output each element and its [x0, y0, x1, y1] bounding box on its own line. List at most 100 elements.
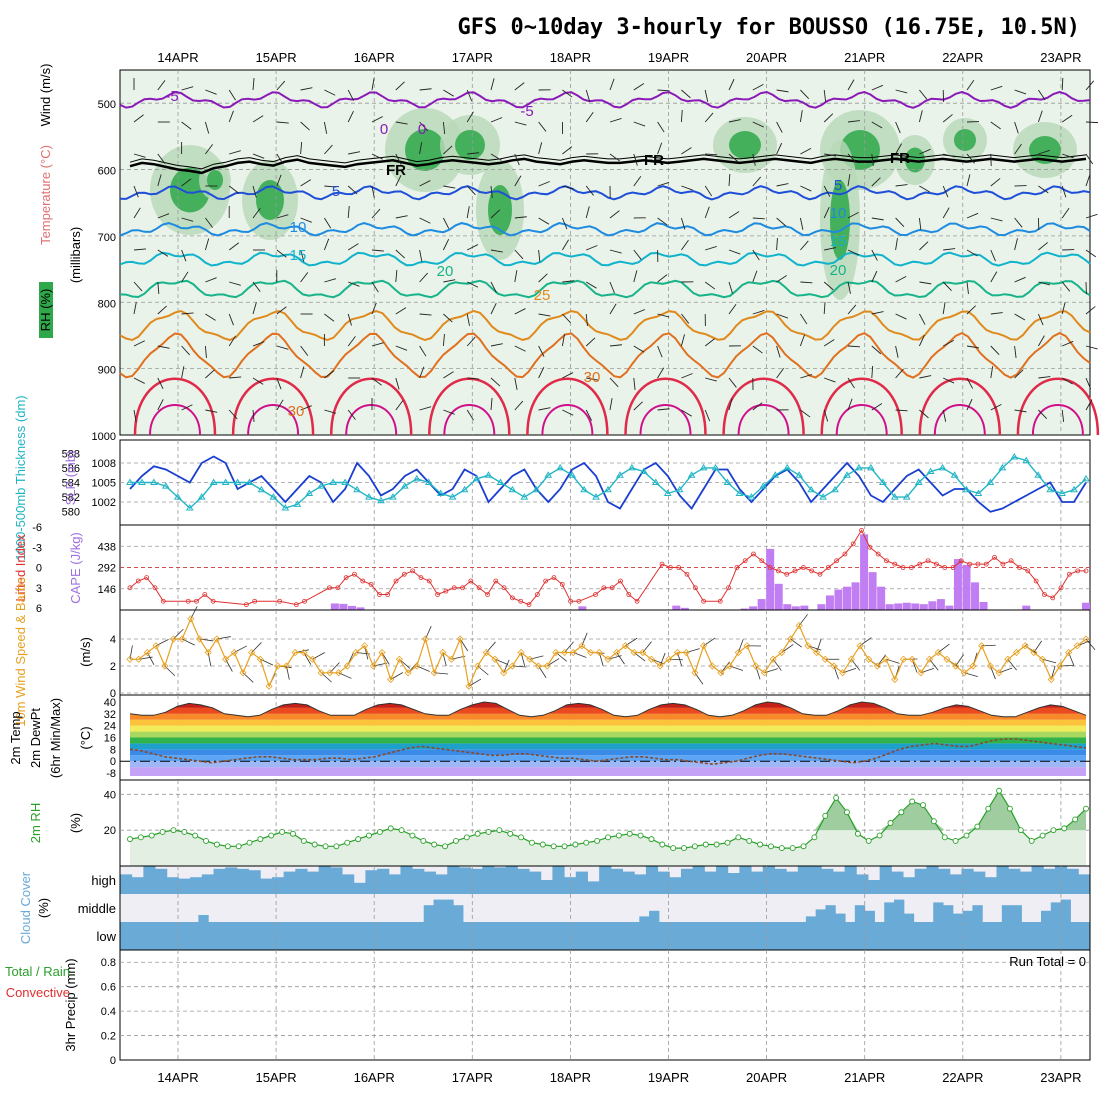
wind-tick-label: 0 [110, 688, 116, 700]
lifted-index-point [925, 558, 931, 564]
wind-barb [657, 182, 670, 187]
isotherm-40 [247, 404, 300, 436]
lifted-index-point [485, 592, 490, 597]
wind-barb [395, 175, 402, 187]
wind-barb [300, 366, 305, 379]
wind-speed-point [187, 615, 195, 623]
cape-bar [774, 583, 783, 610]
isotherm-35 [624, 377, 707, 436]
cloud-middle-block [972, 905, 983, 922]
thickness-point [197, 493, 206, 500]
rh-point [572, 841, 579, 848]
temp-tick-label: 32 [104, 709, 116, 721]
cloud-low-block [741, 922, 753, 950]
wind-speed-point [943, 655, 951, 663]
wind-barb [133, 248, 146, 251]
thickness-point [1022, 456, 1031, 464]
wind-barb [800, 89, 810, 99]
cloud-low-block [501, 922, 513, 950]
wind-barb [609, 398, 613, 411]
wind-barb [514, 216, 527, 219]
wind-barb [395, 153, 402, 165]
cloud-high-block [926, 866, 939, 894]
wind-barb [1038, 281, 1051, 286]
wind-barb [419, 345, 427, 357]
cloud-high-block [552, 866, 565, 894]
cloud-low-block [850, 922, 862, 950]
wind-barb [990, 178, 1001, 187]
wind-barb [966, 305, 976, 315]
wind-barb [466, 206, 470, 219]
wind-barb [133, 281, 143, 292]
thickness-point [998, 463, 1007, 471]
wind-barb [205, 369, 215, 379]
wind-barb [419, 313, 432, 316]
precip-panel: 0 0.2 0.4 0.6 0.8 Run Total = 0 [101, 949, 1091, 1067]
side-axis-label: (millibars) [68, 227, 83, 283]
wind-barb [371, 185, 375, 198]
thickness-point [126, 478, 134, 485]
slp-tick-label: 1005 [92, 478, 116, 490]
wind-barb [347, 409, 356, 420]
lifted-index-point [468, 578, 474, 584]
wind-barb [324, 278, 337, 283]
cloud-middle-block [443, 899, 454, 922]
cloud-high-block [1019, 871, 1033, 894]
wind-barb [466, 313, 470, 326]
thickness-point [580, 485, 588, 493]
cloud-high-block [155, 868, 168, 894]
cloud-middle-block [835, 913, 846, 922]
wind-barb [347, 89, 355, 101]
wind-barb [371, 249, 384, 252]
wind-barb [204, 238, 210, 251]
wind-barb [347, 111, 354, 123]
lifted-index-point [144, 575, 150, 581]
rh-point [431, 841, 438, 848]
wind-barb [514, 345, 526, 352]
side-axis-label: CAPE (J/kg) [68, 532, 83, 604]
cloud-high-block [529, 871, 542, 894]
wind-speed-point [830, 662, 838, 670]
cloud-high-block [751, 871, 764, 894]
side-axis-label: (6hr Min/Max) [48, 698, 63, 778]
lifted-index-point [460, 585, 465, 591]
wind-barb [942, 281, 952, 291]
rh-point [561, 843, 568, 850]
lifted-index-point [892, 561, 898, 567]
wind-barb [728, 249, 741, 255]
lifted-index-point [576, 598, 582, 604]
wind-barb [681, 409, 692, 417]
cloud-low-block [763, 922, 775, 950]
wind-barb [847, 211, 859, 219]
temp-tick-label: -8 [106, 768, 116, 780]
cloud-middle-block [433, 899, 444, 922]
contour-label: 0 [418, 121, 426, 138]
bottom-date-label: 14APR [157, 1070, 198, 1085]
wind-barb [1061, 114, 1073, 123]
thickness-point [353, 485, 361, 493]
wind-speed-point [952, 662, 960, 670]
wind-barb [800, 147, 812, 155]
contour-label: 20 [437, 263, 454, 280]
wind-barb [252, 185, 257, 198]
wind-speed-point [256, 655, 264, 663]
cloud-low-block [1079, 922, 1091, 950]
rh-point [452, 837, 459, 844]
wind-speed-point [395, 655, 403, 663]
wind-barb [871, 270, 878, 283]
wind-barb [1085, 80, 1095, 91]
wind-barb [181, 366, 185, 379]
precip-tick-label: 0 [110, 1055, 116, 1067]
wind-barb [300, 142, 303, 155]
pressure-tick-label: 800 [98, 298, 116, 310]
wind-barb [538, 217, 550, 225]
wind-barb [1085, 377, 1092, 390]
wind-speed-point [717, 669, 725, 677]
wind-barb [728, 211, 740, 219]
wind-barb [371, 78, 375, 91]
wind-barb [538, 181, 550, 187]
wind-speed-point [891, 675, 899, 684]
wind-barb [1062, 340, 1074, 347]
wind-barb [300, 345, 309, 356]
wind-barb [276, 306, 287, 315]
